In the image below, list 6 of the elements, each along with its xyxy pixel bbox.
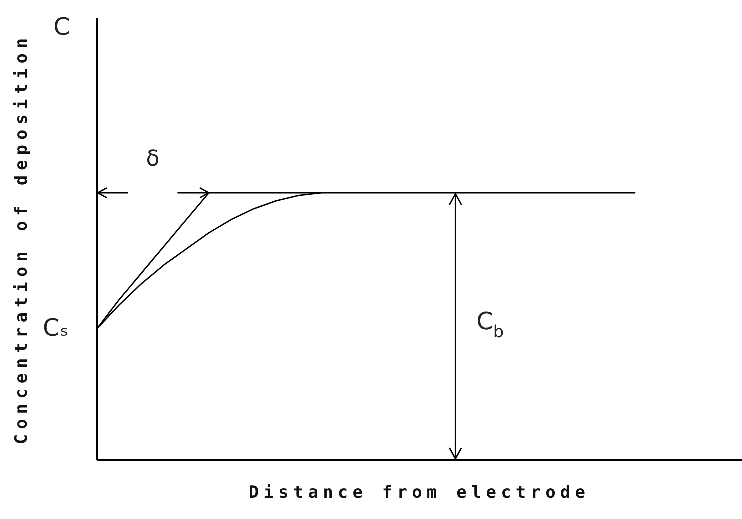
annotation: C$_{b}$ xyxy=(476,307,504,342)
text: C xyxy=(54,12,70,41)
text: δ xyxy=(146,147,160,172)
text: Cₛ xyxy=(43,314,69,342)
y-axis-title: Concentration of deposition xyxy=(12,33,32,445)
x-axis-title: Distance from electrode xyxy=(248,482,590,503)
